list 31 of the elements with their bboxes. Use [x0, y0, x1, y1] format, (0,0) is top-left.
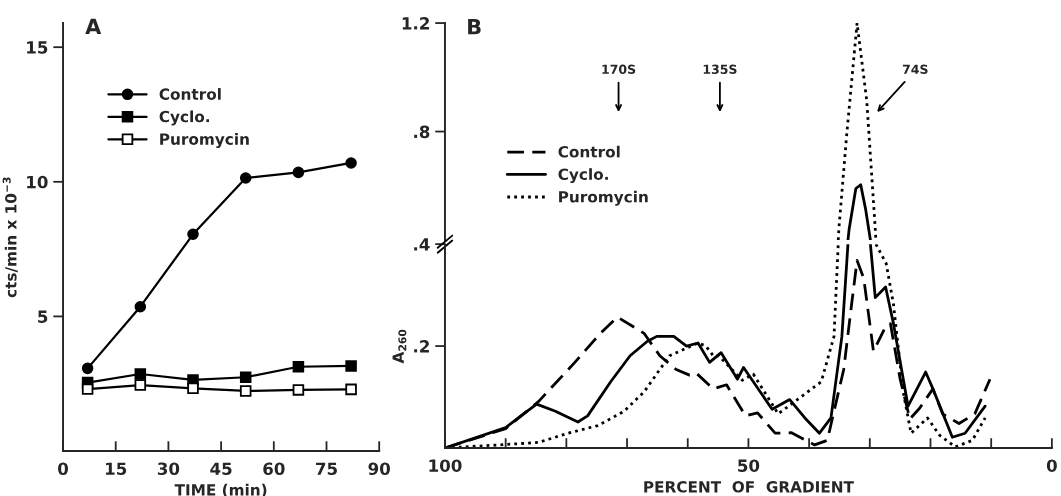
chart-title: B — [468, 19, 481, 35]
x-tick-label: 45 — [210, 462, 232, 476]
legend-label: Control — [159, 88, 221, 100]
annotation: 170S — [602, 64, 636, 74]
x-tick-label: 0 — [58, 462, 69, 476]
annotation: 74S — [902, 64, 928, 74]
x-axis-title: PERCENT OF GRADIENT — [644, 481, 854, 493]
y-tick-label: 5 — [38, 310, 48, 323]
y-tick-label: .8 — [414, 125, 430, 139]
legend-label: Cyclo. — [159, 110, 210, 126]
x-tick-label: 60 — [263, 462, 285, 476]
annotation: 135S — [703, 64, 737, 74]
x-tick-label: 75 — [316, 462, 337, 476]
x-tick-label: 15 — [106, 462, 127, 476]
legend-label: Cyclo. — [558, 168, 608, 184]
x-tick-label: 90 — [368, 462, 390, 476]
y-tick-label: .2 — [414, 340, 429, 353]
legend-label: Puromycin — [559, 190, 648, 206]
y-axis-title: A$_{260}$ — [392, 329, 407, 364]
x-tick-label: 30 — [157, 462, 180, 476]
chart-title: A — [85, 18, 102, 34]
y-tick-label: 10 — [27, 175, 48, 189]
x-tick-label: 50 — [738, 459, 760, 472]
legend-label: Puromycin — [160, 133, 249, 148]
x-tick-label: 100 — [429, 459, 462, 472]
x-tick-label: 0 — [1046, 459, 1057, 472]
legend-label: Control — [558, 145, 620, 158]
y-axis-title: cts/min x 10$^{−3}$ — [2, 177, 18, 298]
y-tick-label: 1.2 — [402, 17, 429, 30]
y-tick-label: 15 — [27, 41, 48, 54]
y-tick-label: .4 — [414, 238, 430, 251]
